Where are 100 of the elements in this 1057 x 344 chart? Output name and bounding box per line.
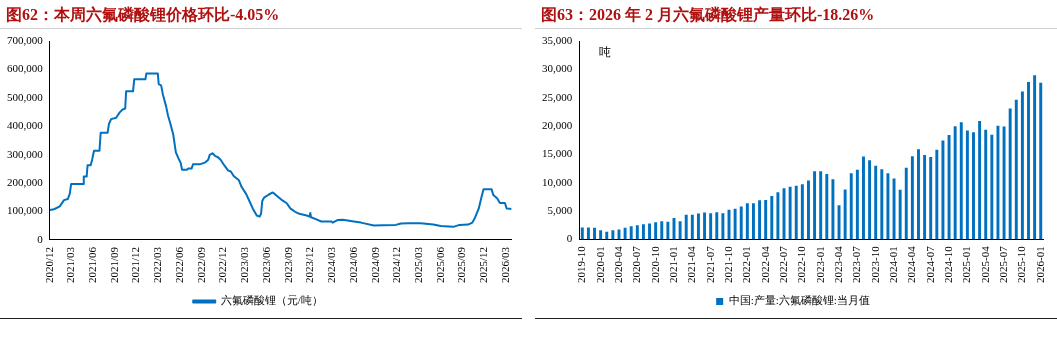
bar — [923, 154, 927, 240]
bar — [593, 227, 596, 240]
bar — [800, 184, 804, 240]
bar — [1002, 126, 1006, 240]
bar — [996, 125, 1000, 240]
y-tick-label: 0 — [566, 232, 573, 245]
bar — [709, 213, 713, 240]
bar — [1020, 91, 1024, 240]
x-tick-label: 2024-07 — [923, 245, 936, 284]
x-tick-label: 2024/03 — [324, 246, 337, 284]
x-tick-label: 2025/09 — [455, 246, 468, 284]
bar — [953, 126, 957, 240]
x-tick-label: 2023/09 — [281, 246, 294, 284]
bar — [972, 132, 975, 240]
bar — [904, 167, 908, 240]
bar — [1033, 75, 1037, 240]
y-tick-label: 15,000 — [542, 147, 573, 160]
bar — [599, 230, 603, 240]
bar — [813, 171, 817, 240]
x-tick-label: 2024-10 — [941, 245, 954, 284]
x-tick-label: 2022-10 — [795, 245, 808, 284]
bar — [703, 212, 707, 240]
y-tick-label: 400,000 — [7, 119, 44, 132]
bar — [605, 231, 609, 240]
bar — [684, 214, 688, 240]
bar — [776, 192, 780, 240]
x-tick-label: 2020-04 — [611, 245, 624, 284]
bar — [641, 224, 645, 240]
bar — [984, 129, 988, 240]
x-tick-label: 2022-01 — [740, 246, 753, 284]
bar — [929, 156, 933, 240]
x-tick-label: 2021-01 — [666, 246, 679, 284]
bar — [666, 221, 670, 240]
x-tick-label: 2021/06 — [85, 246, 98, 284]
bar — [648, 223, 652, 240]
x-tick-label: 2025-04 — [978, 245, 991, 284]
bar — [825, 173, 829, 240]
y-tick-label: 35,000 — [542, 33, 573, 46]
x-tick-label: 2019-10 — [575, 245, 588, 284]
bar — [635, 225, 639, 240]
bar — [678, 221, 682, 240]
x-tick-label: 2024/06 — [346, 246, 359, 284]
x-tick-label: 2020/12 — [42, 246, 55, 284]
x-tick-label: 2023-04 — [831, 245, 844, 284]
x-tick-label: 2022/03 — [150, 246, 163, 284]
x-tick-label: 2025-01 — [960, 246, 973, 284]
x-tick-label: 2025-10 — [1015, 245, 1028, 284]
x-tick-label: 2020-10 — [648, 245, 661, 284]
x-tick-label: 2026-01 — [1033, 246, 1046, 284]
bar — [660, 221, 664, 240]
y-axis-title: 吨 — [599, 45, 612, 60]
x-tick-label: 2023/03 — [237, 246, 250, 284]
bar — [843, 189, 847, 240]
bar — [1039, 82, 1043, 240]
bar — [935, 149, 939, 240]
x-tick-label: 2024/12 — [390, 246, 403, 284]
y-tick-label: 500,000 — [7, 90, 44, 103]
bar — [898, 189, 902, 240]
bar — [868, 160, 872, 240]
bar — [1027, 82, 1030, 240]
y-tick-label: 0 — [37, 232, 44, 245]
bar — [794, 185, 798, 240]
bar — [807, 180, 810, 240]
bar — [880, 169, 884, 240]
x-tick-label: 2021/12 — [129, 246, 142, 284]
bar — [690, 214, 694, 240]
x-tick-label: 2020-01 — [593, 246, 606, 284]
y-tick-label: 10,000 — [542, 175, 573, 188]
legend-label: 中国:产量:六氟磷酸锂:当月值 — [728, 294, 870, 307]
x-tick-label: 2023/12 — [303, 246, 316, 284]
bar — [910, 156, 914, 240]
bar — [819, 171, 823, 240]
x-tick-label: 2020-07 — [630, 245, 643, 284]
x-tick-label: 2022-07 — [776, 245, 789, 284]
x-tick-label: 2023-07 — [850, 245, 863, 284]
bar — [965, 130, 969, 240]
bar — [611, 230, 615, 240]
bar — [892, 178, 896, 240]
x-tick-label: 2025/03 — [411, 246, 424, 284]
bar — [855, 169, 859, 240]
bar — [978, 120, 982, 240]
bar — [886, 173, 890, 240]
bar — [788, 186, 792, 240]
bar — [629, 226, 633, 240]
bar — [721, 213, 725, 240]
bar — [1014, 99, 1018, 240]
bar — [580, 227, 584, 240]
x-tick-label: 2025/12 — [477, 246, 490, 284]
x-tick-label: 2023/06 — [259, 246, 272, 284]
y-tick-label: 5,000 — [547, 203, 573, 216]
x-tick-label: 2021/09 — [107, 246, 120, 284]
bar — [758, 200, 762, 240]
x-tick-label: 2024-01 — [886, 246, 899, 284]
x-tick-label: 2022-04 — [758, 245, 771, 284]
bar — [947, 135, 951, 240]
bar — [739, 206, 743, 240]
bar — [941, 140, 945, 240]
chart-title: 图62：本周六氟磷酸锂价格环比-4.05% — [0, 0, 522, 29]
bar — [623, 227, 627, 240]
y-tick-label: 700,000 — [7, 33, 44, 46]
